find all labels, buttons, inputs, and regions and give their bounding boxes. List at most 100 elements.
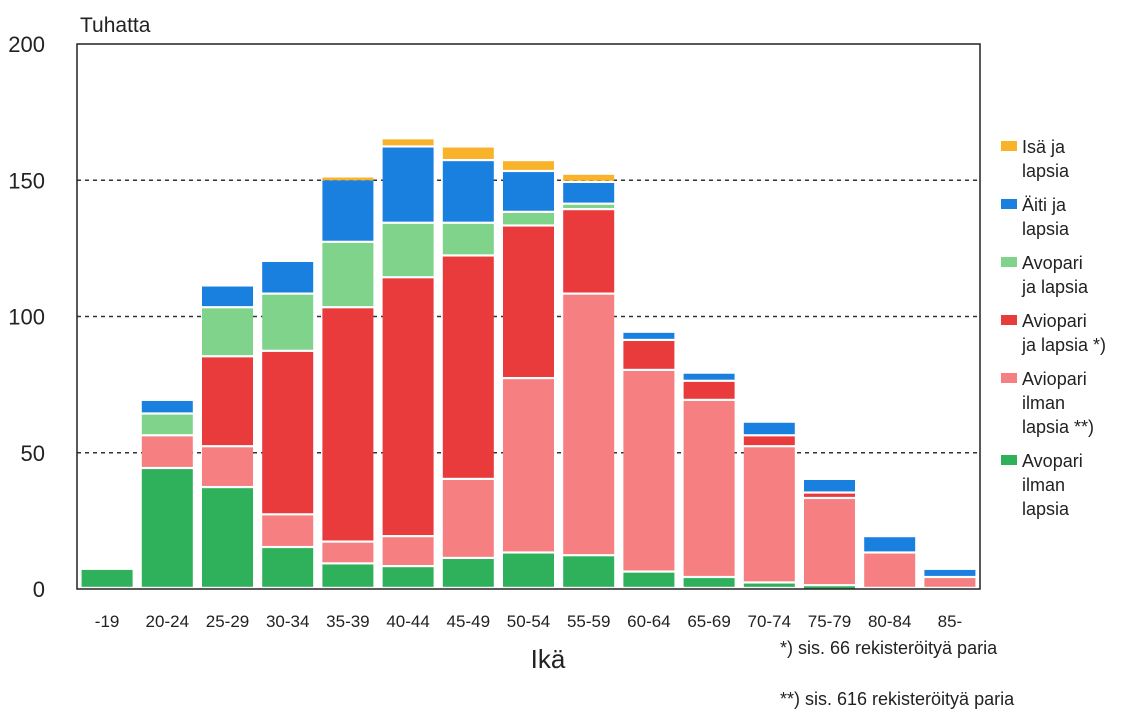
bar-segment [442, 480, 494, 557]
legend-swatch [1001, 373, 1017, 383]
bar-segment [202, 357, 253, 446]
y-tick-label: 100 [8, 305, 45, 330]
legend-swatch [1001, 141, 1017, 151]
bar-segment [322, 308, 374, 541]
bar-segment [81, 569, 133, 587]
bar-segment [503, 226, 554, 377]
legend-item: Aviopari ilman lapsia **) [1001, 369, 1094, 437]
bar-segment [563, 182, 615, 203]
bar-segment [442, 147, 494, 159]
x-tick-label: 25-29 [206, 612, 249, 631]
bar-segment [924, 569, 976, 576]
bar-segment [262, 548, 314, 587]
bar-segment [503, 212, 554, 225]
y-axis-unit-label: Tuhatta [80, 14, 151, 37]
bar-segment [382, 278, 434, 536]
x-tick-label: 35-39 [326, 612, 369, 631]
bar-segment [864, 537, 916, 552]
bar-segment [864, 553, 916, 587]
legend-label: ilman [1022, 475, 1065, 495]
bar-segment [382, 537, 434, 565]
bar-segment [563, 204, 615, 209]
bar-segment [141, 469, 193, 587]
x-axis-title: Ikä [531, 644, 566, 674]
legend-label: lapsia **) [1022, 417, 1094, 437]
legend-label: ja lapsia [1021, 277, 1089, 297]
legend-item: Avopari ja lapsia [1001, 253, 1089, 297]
x-tick-label: 75-79 [808, 612, 851, 631]
legend-label: Aviopari [1022, 311, 1087, 331]
x-tick-label: 20-24 [146, 612, 189, 631]
bar-segment [202, 308, 253, 356]
bar-segment [623, 332, 675, 339]
bar-segment [442, 223, 494, 255]
x-tick-label: 45-49 [447, 612, 490, 631]
footnote: *) sis. 66 rekisteröityä paria [780, 638, 998, 658]
bar-segment [503, 553, 554, 587]
legend-label: lapsia [1022, 161, 1070, 181]
bar-segment [442, 559, 494, 587]
x-tick-label: 65-69 [687, 612, 730, 631]
bar-segment [804, 586, 855, 589]
x-tick-label: -19 [95, 612, 120, 631]
bar-segment [382, 567, 434, 587]
bar-segment [743, 447, 795, 582]
bar-segment [563, 174, 615, 181]
bar-segment [202, 447, 253, 486]
bar-segment [743, 436, 795, 446]
bar-segment [382, 139, 434, 146]
x-tick-label: 60-64 [627, 612, 670, 631]
bar-segment [382, 147, 434, 222]
y-tick-label: 150 [8, 168, 45, 193]
legend-swatch [1001, 315, 1017, 325]
bar-segment [382, 223, 434, 277]
x-tick-label: 40-44 [386, 612, 429, 631]
legend: Isä ja lapsia Äiti ja lapsia Avopari ja lapsi… [1001, 137, 1106, 519]
legend-label: lapsia [1022, 499, 1070, 519]
bar-segment [743, 583, 795, 587]
legend-item: Äiti ja lapsia [1001, 195, 1070, 239]
bar-segment [743, 422, 795, 435]
bar-segment [262, 351, 314, 514]
bar-segment [141, 436, 193, 467]
bar-segment [262, 262, 314, 293]
bar-segment [563, 556, 615, 587]
bar-segment [623, 572, 675, 587]
y-tick-label: 200 [8, 32, 45, 57]
bar-segment [322, 542, 374, 563]
legend-swatch [1001, 455, 1017, 465]
bar-segment [623, 371, 675, 571]
x-tick-label: 55-59 [567, 612, 610, 631]
bar-segment [141, 414, 193, 435]
plot-area: 0 50 100 150 200 -19 20-24 25-29 30-34 35-39 40-44… [8, 32, 981, 631]
bar-segment [683, 578, 735, 587]
legend-label: ilman [1022, 393, 1065, 413]
legend-label: Isä ja [1022, 137, 1066, 157]
legend-item: Isä ja lapsia [1001, 137, 1070, 181]
bar-segment [623, 341, 675, 369]
x-tick-label: 80-84 [868, 612, 911, 631]
legend-label: Avopari [1022, 253, 1083, 273]
footnote: **) sis. 616 rekisteröityä paria [780, 689, 1015, 709]
legend-swatch [1001, 199, 1017, 209]
bar-segment [804, 480, 855, 492]
bar-segment [924, 578, 976, 587]
plot-frame [76, 43, 981, 590]
bar-segment [262, 515, 314, 546]
bar-segment [503, 379, 554, 552]
bar-segment [322, 180, 374, 241]
bar-segment [202, 286, 253, 307]
bar-segment [442, 161, 494, 222]
legend-item: Aviopari ja lapsia *) [1001, 311, 1106, 355]
x-tick-label: 30-34 [266, 612, 309, 631]
legend-label: lapsia [1022, 219, 1070, 239]
y-tick-label: 50 [21, 441, 45, 466]
x-tick-label: 70-74 [748, 612, 791, 631]
x-tick-label: 50-54 [507, 612, 550, 631]
bar-segment [262, 294, 314, 350]
y-tick-label: 0 [33, 577, 45, 602]
x-tick-label: 85- [938, 612, 963, 631]
bar-segment [804, 493, 855, 497]
bar-segment [322, 177, 374, 181]
bar-segment [563, 294, 615, 555]
